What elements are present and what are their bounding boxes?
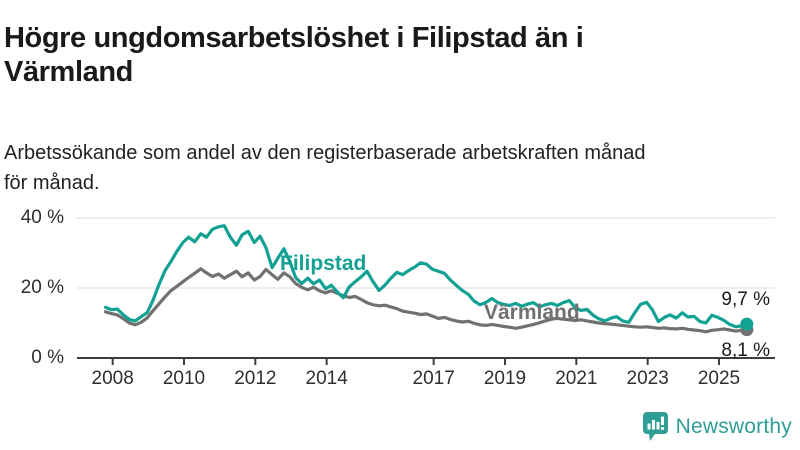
series-end-dot-filipstad	[740, 317, 754, 331]
y-tick-label: 0 %	[31, 347, 64, 368]
chart-canvas	[77, 217, 775, 365]
page-title: Högre ungdomsarbetslöshet i Filipstad än…	[4, 22, 584, 89]
brand-name: Newsworthy	[675, 414, 792, 438]
x-tick-label: 2010	[162, 368, 206, 389]
series-line-värmland	[103, 267, 749, 334]
series-label-varmland: Värmland	[484, 301, 580, 324]
x-tick-label: 2014	[305, 368, 348, 389]
x-tick-label: 2021	[555, 368, 598, 389]
x-tick-label: 2025	[697, 368, 741, 389]
x-tick-label: 2008	[91, 368, 134, 389]
y-tick-label: 20 %	[20, 277, 64, 298]
series-line-filipstad	[103, 224, 749, 329]
bar-chart-speech-bubble-icon	[642, 412, 668, 441]
series-label-filipstad: Filipstad	[280, 252, 367, 275]
x-tick-label: 2012	[234, 368, 277, 389]
newsworthy-logo: Newsworthy	[642, 411, 792, 442]
end-value-varmland: 8,1 %	[721, 340, 770, 361]
chart-subtitle: Arbetssökande som andel av den registerb…	[4, 142, 646, 194]
chart-area: Filipstad Värmland 9,7 % 8,1 % 0 % 20 % 40…	[0, 200, 800, 400]
end-value-filipstad: 9,7 %	[721, 289, 770, 310]
x-tick-label: 2023	[626, 368, 669, 389]
x-tick-label: 2017	[412, 368, 455, 389]
x-tick-label: 2019	[483, 368, 527, 389]
y-tick-label: 40 %	[20, 207, 64, 228]
